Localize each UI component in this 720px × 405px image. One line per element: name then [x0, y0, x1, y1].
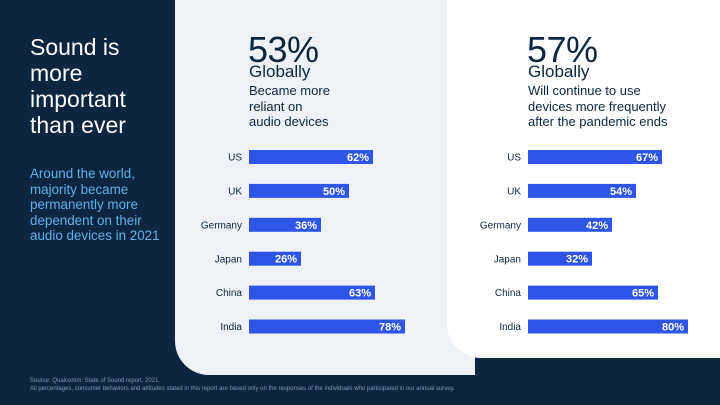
stat-description: Will continue to use devices more freque…	[528, 83, 667, 130]
stat-description-line: audio devices	[249, 114, 329, 129]
bar-value-label: 65%	[632, 288, 654, 300]
bar-value-label: 32%	[566, 254, 588, 266]
bar-us	[528, 150, 662, 164]
slide-title: Sound is more important than ever	[30, 34, 126, 138]
bar-uk	[249, 183, 349, 198]
category-label: US	[507, 153, 521, 164]
bar-germany	[528, 217, 612, 232]
category-label: India	[220, 322, 242, 333]
bar-value-label: 42%	[586, 220, 608, 232]
bar-china	[249, 285, 375, 300]
footer-line: Source: Qualcomm: State of Sound report,…	[30, 378, 161, 384]
bar-value-label: 26%	[275, 254, 297, 266]
stat-description-line: reliant on	[249, 98, 303, 114]
bar-value-label: 63%	[349, 288, 371, 300]
footer-source: Source: Qualcomm: State of Sound report,…	[30, 378, 710, 393]
bar-india	[249, 319, 405, 334]
bar-india	[528, 319, 688, 334]
category-label: India	[499, 322, 521, 333]
bar-value-label: 78%	[379, 322, 401, 334]
bar-japan	[249, 251, 301, 266]
category-label: UK	[507, 187, 521, 198]
bar-value-label: 80%	[662, 322, 684, 334]
stat-description: Became more reliant on audio devices	[249, 83, 330, 130]
stat-percent: 53%	[248, 29, 319, 70]
left-column: Sound is more important than ever Around…	[0, 0, 175, 405]
stat-label: Globally	[528, 62, 590, 81]
bar-japan	[528, 251, 592, 266]
bar-germany	[249, 217, 321, 232]
category-label: US	[228, 153, 242, 164]
bar-value-label: 67%	[636, 152, 658, 164]
bar-china	[528, 285, 658, 300]
footer-line: All percentages, consumer behaviors and …	[30, 385, 455, 392]
category-label: UK	[228, 187, 242, 198]
bar-value-label: 50%	[323, 186, 345, 198]
stat-percent: 57%	[527, 29, 598, 70]
slide-subtitle: Around the world, majority became perman…	[30, 166, 160, 244]
bar-uk	[528, 183, 636, 198]
category-label: Germany	[201, 220, 242, 231]
stat-description-line: Became more	[249, 83, 330, 98]
stat-description-line: devices more frequently	[528, 98, 667, 114]
category-label: Japan	[494, 254, 521, 265]
bar-value-label: 54%	[610, 186, 632, 198]
category-label: Japan	[215, 254, 242, 265]
category-label: China	[216, 288, 243, 299]
category-label: China	[495, 288, 522, 299]
bar-us	[249, 150, 373, 164]
stat-label: Globally	[249, 62, 311, 81]
bar-value-label: 62%	[347, 152, 369, 164]
category-label: Germany	[480, 220, 521, 231]
stat-description-line: after the pandemic ends	[528, 114, 668, 129]
stat-description-line: Will continue to use	[528, 83, 641, 98]
bar-value-label: 36%	[295, 220, 317, 232]
